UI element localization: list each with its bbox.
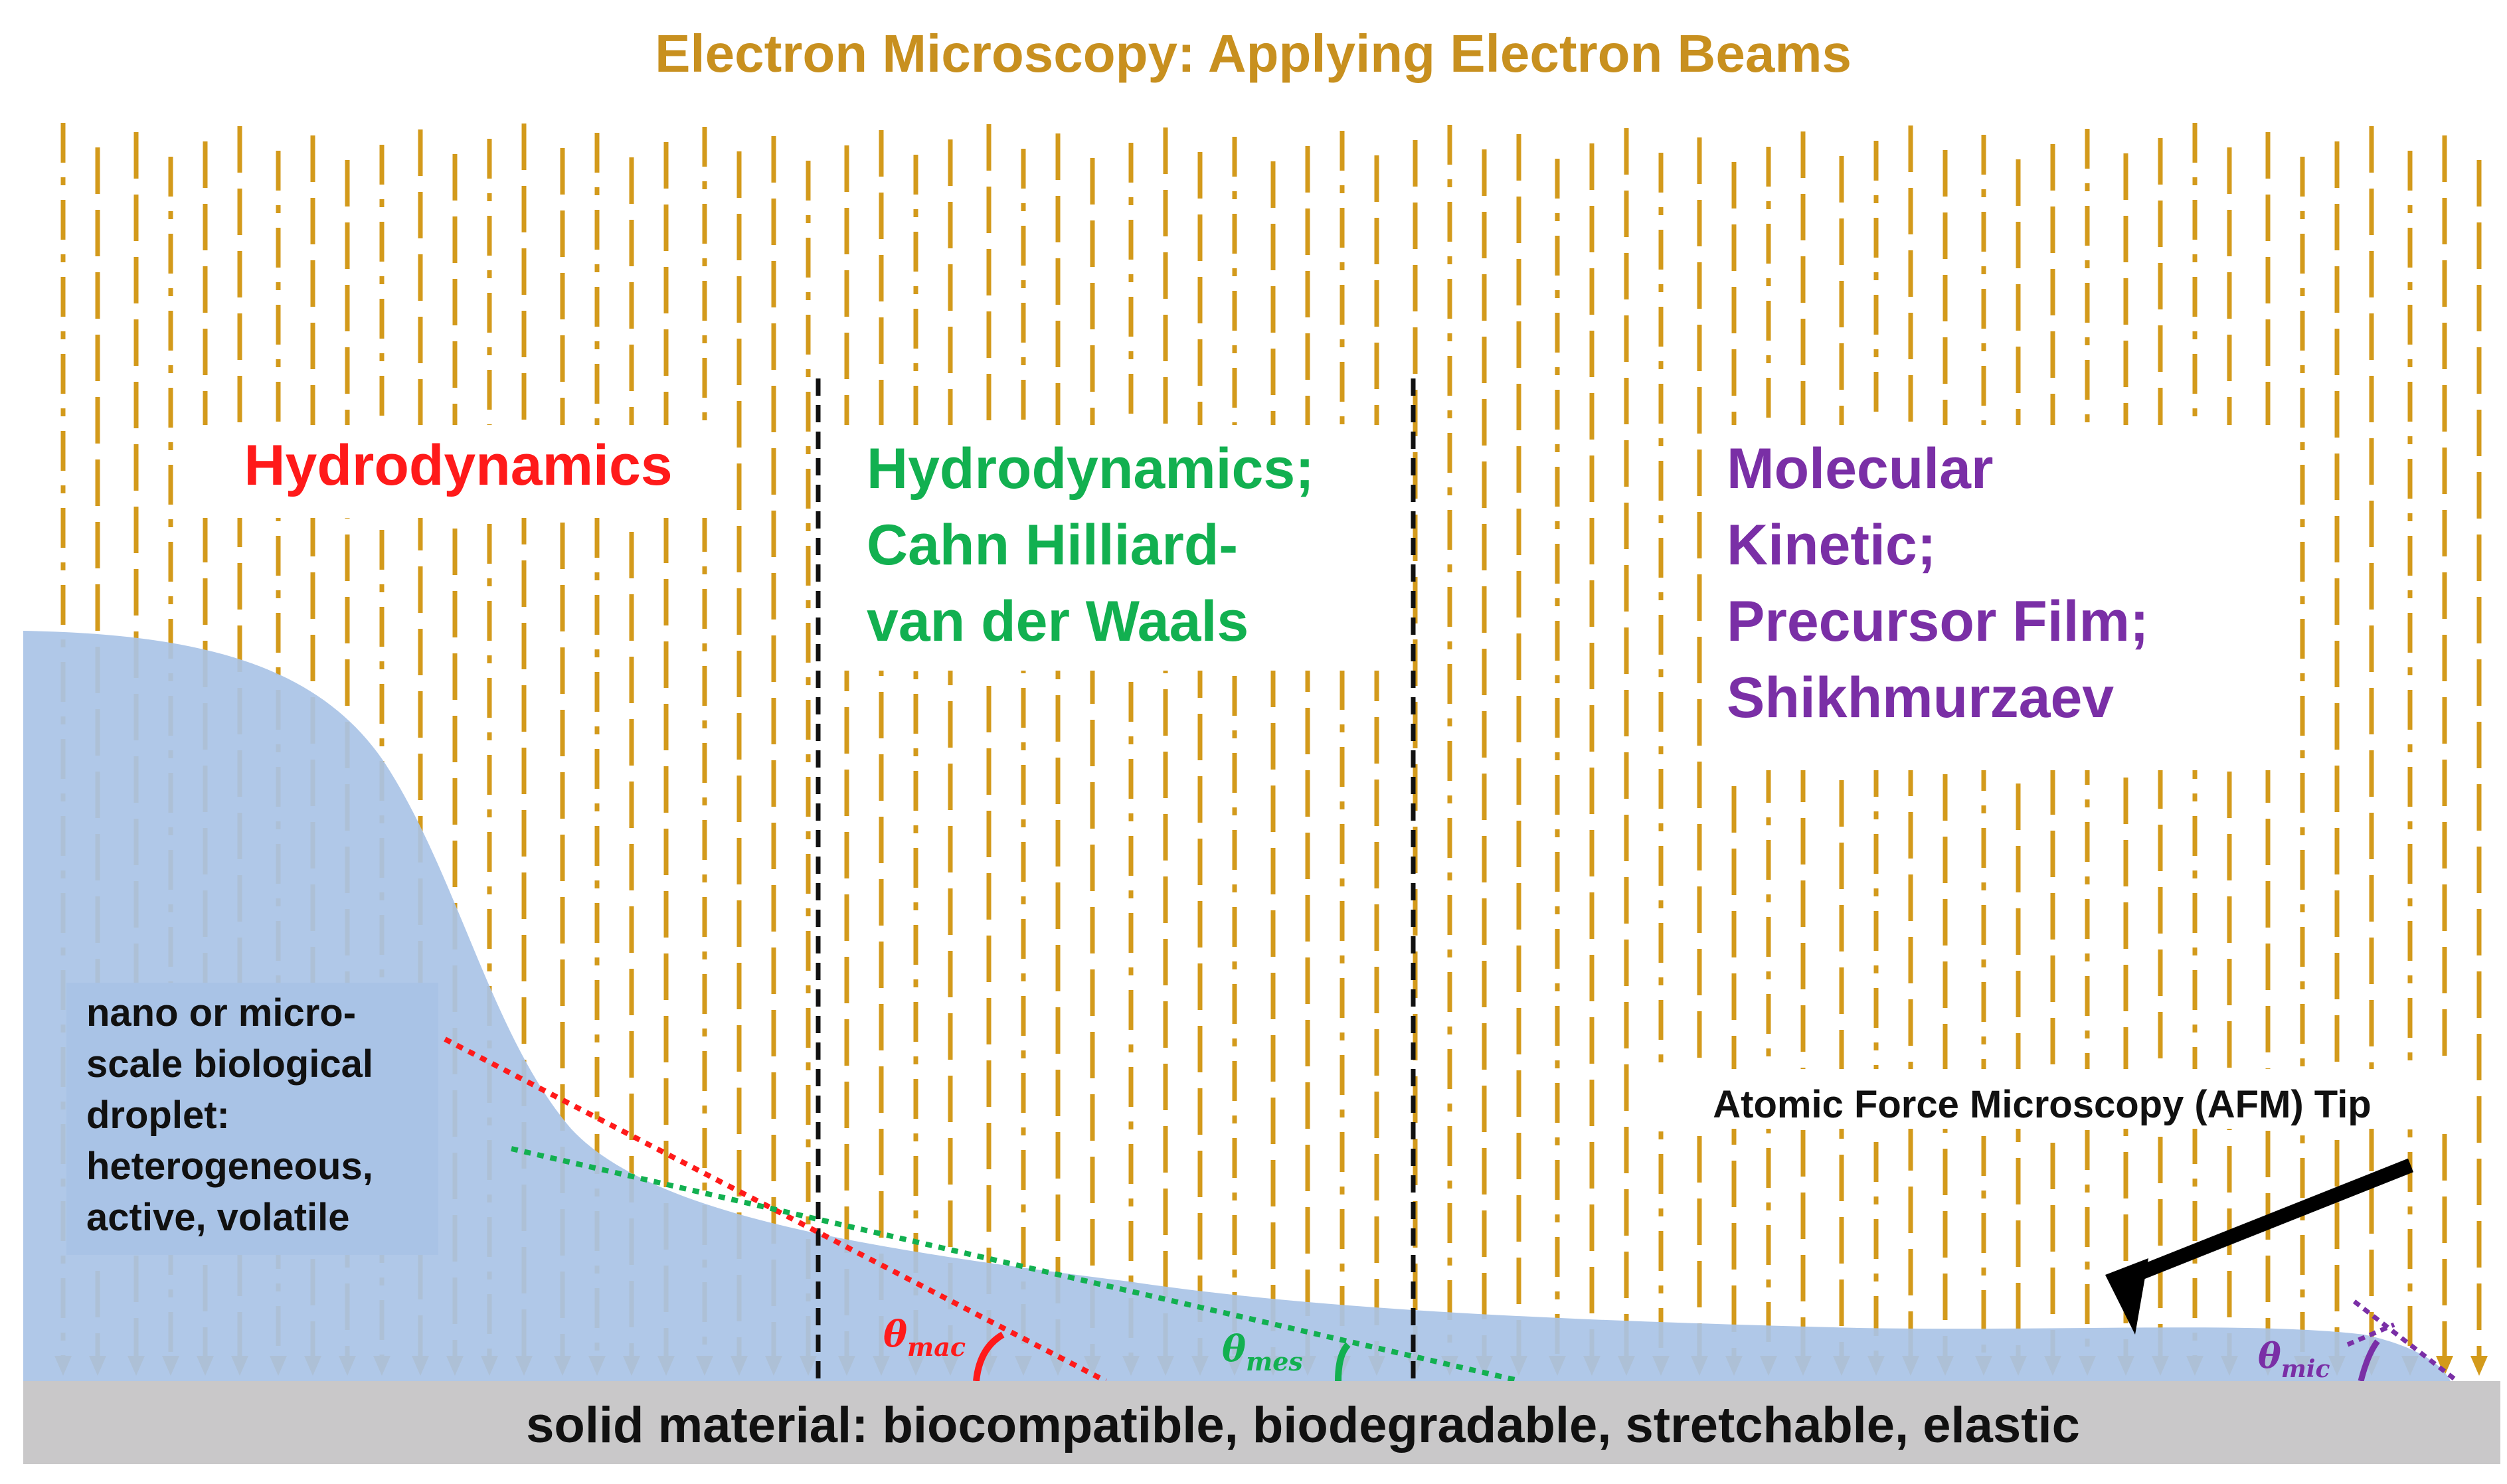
droplet-description: nano or micro- scale biological droplet:…: [86, 991, 373, 1239]
theta-mic-subscript: mic: [2281, 1355, 2330, 1383]
theta-mac-arc: [973, 1331, 1005, 1382]
droplet-line-2: scale biological: [86, 1042, 373, 1086]
molecular-label-bg: [1707, 425, 2291, 770]
diagram-title: Electron Microscopy: Applying Electron B…: [655, 24, 1852, 83]
theta-mes-subscript: mes: [1246, 1347, 1303, 1376]
molecular-line-2: Kinetic;: [1727, 513, 1936, 577]
theta-mic-arc: [2358, 1339, 2380, 1382]
region-label-molecular-kinetic: Molecular Kinetic; Precursor Film; Shikh…: [1727, 437, 2149, 730]
droplet-line-3: droplet:: [86, 1094, 230, 1137]
afm-cantilever: [2115, 1158, 2414, 1289]
theta-mes-arc: [1335, 1342, 1351, 1382]
molecular-line-3: Precursor Film;: [1727, 590, 2149, 653]
droplet-line-4: heterogeneous,: [86, 1145, 373, 1188]
droplet-line-5: active, volatile: [86, 1196, 350, 1239]
molecular-line-1: Molecular: [1727, 437, 1993, 501]
electron-beam-arrowhead: [2470, 1356, 2488, 1376]
theta-mic-symbol: θ: [2258, 1336, 2281, 1376]
afm-label-bg: [1647, 1069, 2457, 1129]
cahn-label-bg: [843, 425, 1388, 671]
droplet-line-1: nano or micro-: [86, 991, 356, 1034]
cahn-line-3: van der Waals: [867, 590, 1249, 653]
droplet: [23, 631, 2451, 1381]
cahn-line-1: Hydrodynamics;: [867, 437, 1314, 501]
solid-substrate: [23, 1381, 2500, 1464]
droplet-label-bg: [66, 983, 438, 1255]
microscopic-tangent-line-2: [2352, 1299, 2459, 1383]
theta-mac-label: θmac: [883, 1313, 966, 1362]
theta-mic-label: θmic: [2258, 1336, 2330, 1383]
afm-tip: [2105, 1258, 2148, 1335]
theta-mac-symbol: θ: [883, 1313, 907, 1355]
theta-mac-subscript: mac: [907, 1332, 966, 1362]
theta-mes-label: θmes: [1222, 1327, 1303, 1376]
region-label-hydrodynamics: Hydrodynamics: [244, 434, 672, 497]
afm-label: Atomic Force Microscopy (AFM) Tip: [1713, 1083, 2371, 1126]
region-label-cahn-hilliard: Hydrodynamics; Cahn Hilliard- van der Wa…: [867, 437, 1314, 653]
substrate-label: solid material: biocompatible, biodegrad…: [526, 1397, 2080, 1453]
electron-beam-arrowhead: [2436, 1356, 2453, 1376]
molecular-line-4: Shikhmurzaev: [1727, 666, 2114, 730]
cahn-line-2: Cahn Hilliard-: [867, 513, 1238, 577]
theta-mes-symbol: θ: [1222, 1327, 1246, 1370]
hydro-label-bg: [199, 425, 717, 518]
